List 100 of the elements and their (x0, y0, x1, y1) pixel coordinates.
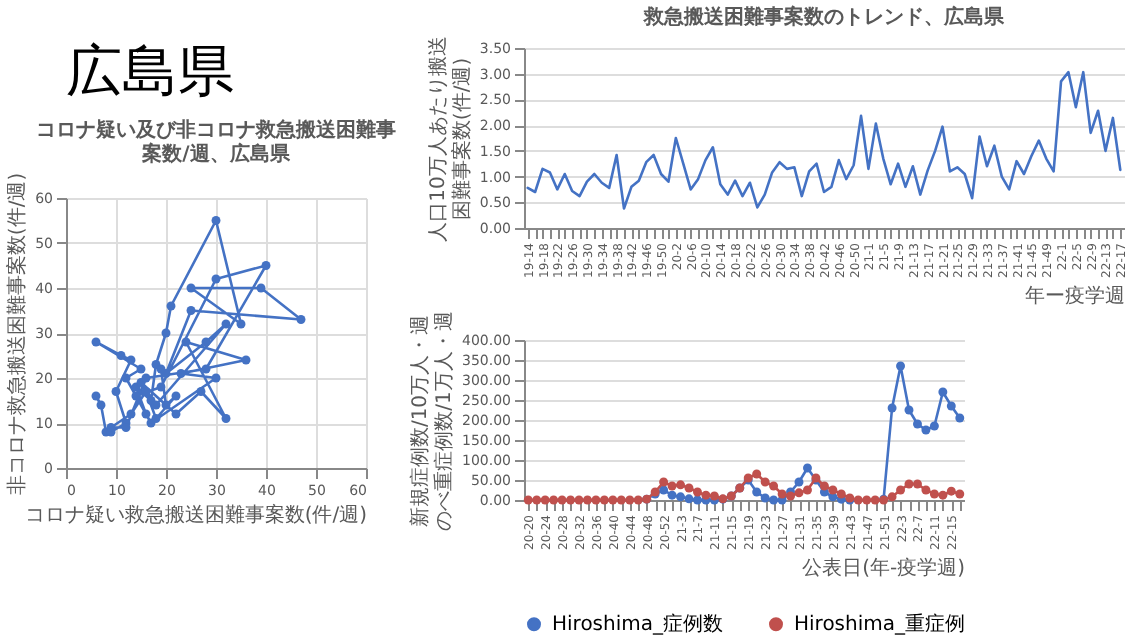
point (692, 495, 702, 505)
point (599, 495, 609, 505)
point (667, 481, 677, 491)
point (659, 485, 669, 495)
point (131, 391, 141, 401)
point (156, 382, 166, 392)
point (828, 485, 838, 495)
point (896, 485, 906, 495)
point (946, 486, 956, 496)
legend-label: Hiroshima_重症例 (794, 612, 966, 637)
point (549, 495, 559, 505)
point (151, 400, 161, 410)
point (692, 487, 702, 497)
line-series (526, 70, 1122, 210)
point (221, 319, 231, 329)
point (186, 283, 196, 293)
point (921, 485, 931, 495)
point (566, 495, 576, 505)
point (151, 414, 161, 423)
point (769, 481, 779, 491)
point (794, 488, 804, 498)
point (938, 387, 948, 397)
point (676, 480, 686, 490)
point (887, 403, 897, 413)
point (870, 495, 880, 505)
point (161, 400, 171, 410)
point (955, 489, 965, 499)
point (667, 490, 677, 500)
point (929, 421, 939, 431)
point (769, 495, 779, 505)
point (582, 495, 592, 505)
point (176, 369, 186, 378)
y-axis-title: 新規症例数/10万人・週のべ重症例数/1万人・週 (408, 311, 457, 531)
point (557, 495, 567, 505)
point (126, 355, 136, 365)
point (256, 283, 266, 293)
point (684, 483, 694, 493)
point (955, 413, 965, 423)
point (156, 364, 166, 374)
point (201, 337, 211, 347)
point (760, 493, 770, 503)
point (186, 306, 196, 315)
point (181, 337, 191, 347)
chart-title: コロナ疑い及び非コロナ救急搬送困難事案数/週、広島県 (36, 117, 396, 166)
point (211, 274, 221, 284)
point (625, 495, 635, 505)
point (794, 477, 804, 487)
point (752, 487, 762, 497)
point (676, 492, 686, 502)
point (111, 387, 121, 396)
y-axis-title: 非コロナ救急搬送困難事案数(件/週) (5, 172, 30, 496)
point (116, 351, 126, 360)
point (96, 400, 106, 410)
legend-label: Hiroshima_症例数 (552, 612, 724, 637)
point (211, 373, 221, 383)
point (211, 216, 221, 225)
point (136, 364, 146, 374)
point (121, 373, 131, 383)
point (171, 391, 181, 401)
point (91, 337, 101, 347)
point (938, 490, 948, 500)
point (141, 409, 151, 419)
point (236, 319, 246, 329)
point (896, 361, 906, 371)
point (752, 469, 762, 479)
point (659, 477, 669, 487)
point (126, 409, 136, 419)
x-axis-title: コロナ疑い救急搬送困難事案数(件/週) (24, 503, 368, 527)
point (241, 355, 251, 365)
point (777, 489, 787, 499)
point (802, 463, 812, 473)
point (201, 364, 211, 374)
y-axis-title: 人口10万人あたり搬送困難事案数(件/週) (425, 36, 474, 242)
point (574, 495, 584, 505)
text: 広島県 (66, 38, 234, 104)
point (912, 419, 922, 429)
point (836, 489, 846, 499)
point (196, 387, 206, 396)
point (161, 328, 171, 338)
point (296, 315, 306, 324)
point (608, 495, 618, 505)
point (684, 494, 694, 504)
point (261, 261, 271, 270)
point (802, 485, 812, 495)
point (591, 495, 601, 505)
point (701, 490, 711, 500)
point (819, 481, 829, 491)
x-axis-title: 年ー疫学週 (1025, 283, 1125, 308)
point (862, 495, 872, 505)
point (946, 401, 956, 411)
chart-title: 救急搬送困難事案数のトレンド、広島県 (642, 5, 1006, 30)
point (904, 405, 914, 415)
point (887, 492, 897, 502)
point (91, 391, 101, 401)
point (929, 489, 939, 499)
point (921, 425, 931, 435)
x-axis-title: 公表日(年-疫学週) (802, 555, 966, 580)
point (540, 495, 550, 505)
point (904, 479, 914, 489)
point (532, 495, 542, 505)
